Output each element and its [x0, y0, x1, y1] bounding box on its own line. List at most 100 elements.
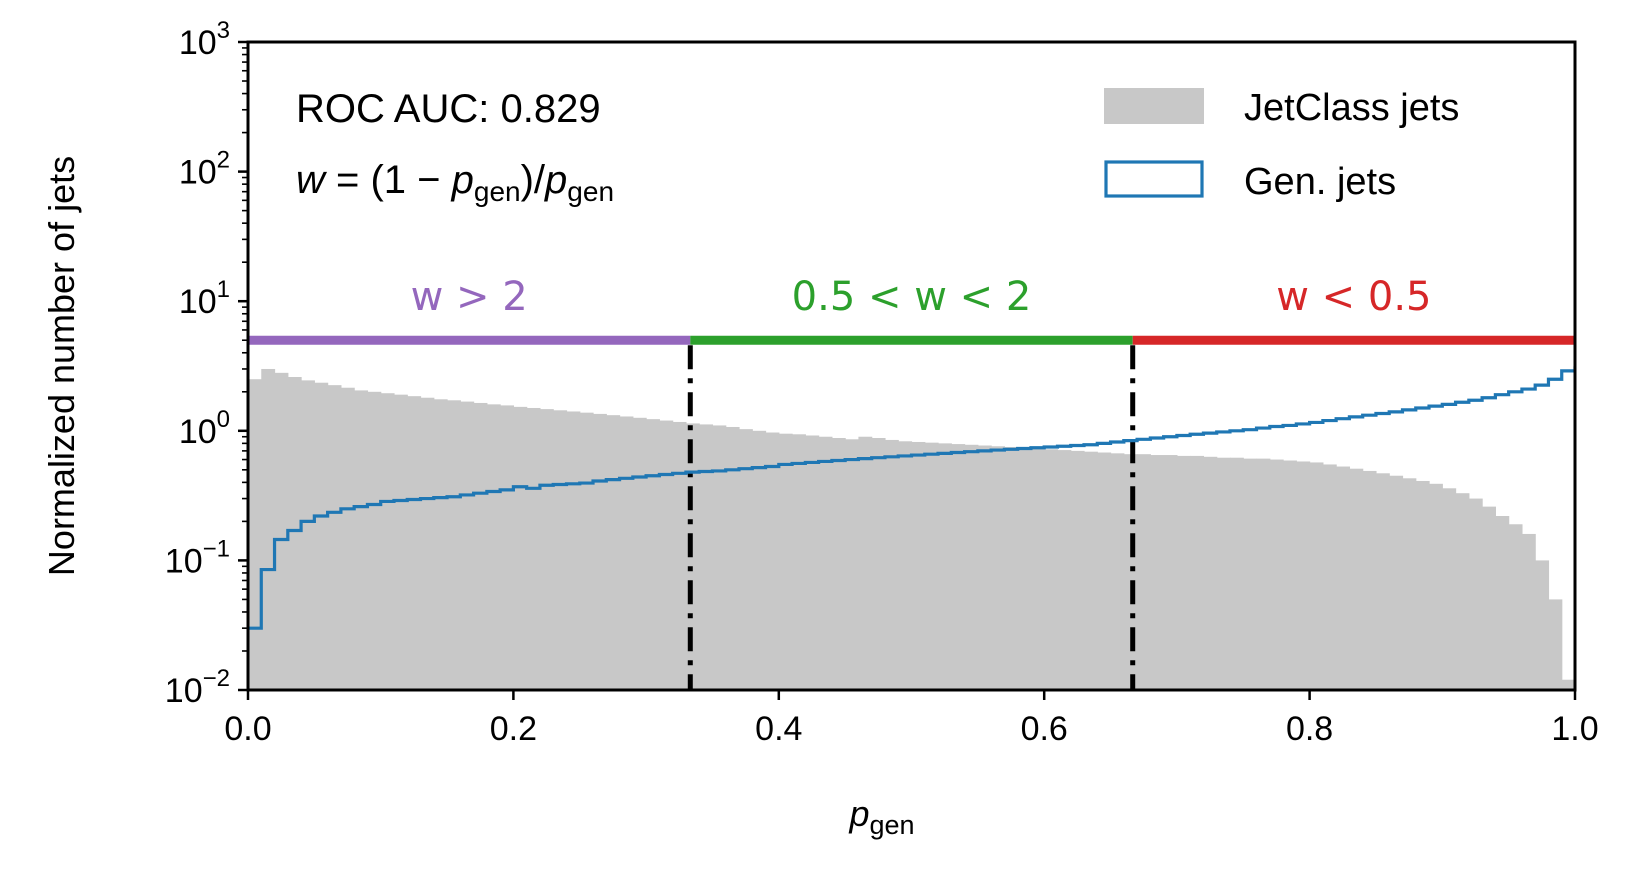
jetclass-bar	[287, 377, 302, 690]
jetclass-bar	[433, 399, 448, 690]
legend-swatch-jetclass	[1104, 88, 1204, 124]
region-label-w-gt-2: w > 2	[411, 274, 528, 320]
y-tick-label: 101	[179, 276, 230, 321]
y-tick-label: 10−1	[165, 535, 230, 580]
jetclass-bar	[606, 415, 621, 690]
jetclass-bar	[460, 401, 475, 690]
jetclass-bar	[1190, 455, 1205, 690]
jetclass-bar	[1309, 462, 1324, 690]
y-tick-label: 100	[179, 406, 230, 451]
region-label-mid: 0.5 < w < 2	[792, 274, 1032, 320]
jetclass-bar	[1296, 461, 1311, 690]
jetclass-bar	[632, 417, 647, 690]
jetclass-bar	[991, 446, 1005, 690]
jetclass-bar	[924, 442, 939, 690]
jetclass-bar	[619, 416, 634, 690]
jetclass-bar	[1256, 458, 1271, 690]
y-tick-label: 102	[179, 147, 230, 192]
jetclass-bar	[911, 441, 926, 690]
plot-frame	[246, 40, 1577, 692]
jetclass-bar	[1429, 483, 1443, 690]
jetclass-bar	[1057, 450, 1072, 690]
threshold-lines	[687, 345, 1136, 690]
jetclass-bar	[845, 439, 860, 690]
jetclass-bar	[725, 426, 740, 690]
jetclass-bar	[1163, 455, 1178, 690]
jetclass-bar	[1468, 498, 1483, 690]
jetclass-bar	[1004, 446, 1019, 690]
jetclass-bar	[1455, 493, 1470, 690]
jetclass-bar	[354, 390, 369, 690]
jetclass-bar	[738, 429, 753, 690]
jetclass-bar	[248, 379, 262, 690]
jetclass-bar	[1283, 460, 1297, 690]
jetclass-bar	[314, 382, 329, 690]
jetclass-histogram	[248, 368, 1575, 690]
jetclass-bar	[699, 424, 714, 690]
jetclass-bar	[566, 411, 581, 690]
jetclass-bar	[858, 436, 873, 690]
jetclass-bar	[1110, 453, 1125, 690]
legend-label-gen: Gen. jets	[1244, 161, 1396, 203]
jetclass-bar	[1229, 457, 1244, 690]
jetclass-bar	[539, 409, 554, 690]
jetclass-bar	[1561, 679, 1575, 690]
x-tick-label: 0.0	[224, 710, 271, 748]
jetclass-bar	[659, 420, 674, 690]
jetclass-bar	[672, 421, 687, 690]
jetclass-bar	[778, 433, 793, 690]
jetclass-bar	[1269, 459, 1284, 690]
jetclass-bar	[380, 393, 395, 690]
jetclass-bar	[447, 400, 461, 690]
gen-jets-step-line	[248, 366, 1575, 630]
region-label-w-lt-0.5: w < 0.5	[1276, 274, 1431, 320]
jetclass-bar	[407, 396, 422, 690]
y-tick-label: 10−2	[165, 665, 230, 710]
jetclass-bar	[513, 406, 528, 690]
jetclass-bar	[1442, 488, 1457, 690]
jetclass-bar	[261, 368, 276, 690]
jetclass-bar	[1216, 457, 1231, 690]
jetclass-bar	[1084, 451, 1098, 690]
jetclass-bar	[553, 410, 568, 690]
x-axis-label: pgen	[848, 793, 914, 840]
jetclass-bar	[964, 444, 979, 690]
x-tick-label: 0.4	[755, 710, 802, 748]
jetclass-bar	[1349, 468, 1364, 690]
jetclass-bar	[1243, 458, 1258, 690]
jetclass-bar	[1482, 506, 1496, 690]
jetclass-bar	[1389, 475, 1404, 690]
jetclass-bar	[805, 435, 820, 690]
jetclass-bar	[1508, 524, 1523, 690]
jetclass-bar	[646, 419, 660, 690]
jetclass-bar	[765, 432, 780, 690]
y-axis-ticks: 10−2 10−1 100 101 102 103	[165, 17, 248, 710]
jetclass-bar	[1402, 478, 1417, 690]
jetclass-bar	[1336, 466, 1351, 690]
y-tick-label: 103	[179, 17, 230, 62]
x-tick-label: 0.8	[1286, 710, 1333, 748]
jetclass-bar	[367, 391, 382, 690]
jetclass-bar	[818, 436, 833, 690]
jetclass-bar	[1070, 450, 1085, 690]
jetclass-bar	[1097, 452, 1112, 690]
jetclass-bar	[500, 405, 514, 690]
legend-swatch-gen	[1104, 160, 1204, 198]
jetclass-bar	[1535, 560, 1550, 690]
jetclass-bar	[1548, 599, 1563, 690]
jetclass-bar	[938, 443, 952, 690]
jetclass-bar	[301, 380, 315, 690]
x-tick-label: 0.2	[490, 710, 537, 748]
jetclass-bar	[712, 425, 727, 690]
jetclass-bar	[420, 397, 435, 690]
legend-label-jetclass: JetClass jets	[1244, 87, 1459, 129]
roc-auc-text: ROC AUC: 0.829	[296, 87, 601, 131]
jetclass-bar	[486, 404, 501, 690]
jetclass-bar	[1030, 448, 1045, 690]
jetclass-bar	[1137, 454, 1151, 690]
jetclass-bar	[1495, 516, 1510, 690]
jetclass-bar	[898, 441, 913, 690]
jetclass-bar	[1521, 533, 1536, 690]
jetclass-bar	[593, 413, 607, 690]
